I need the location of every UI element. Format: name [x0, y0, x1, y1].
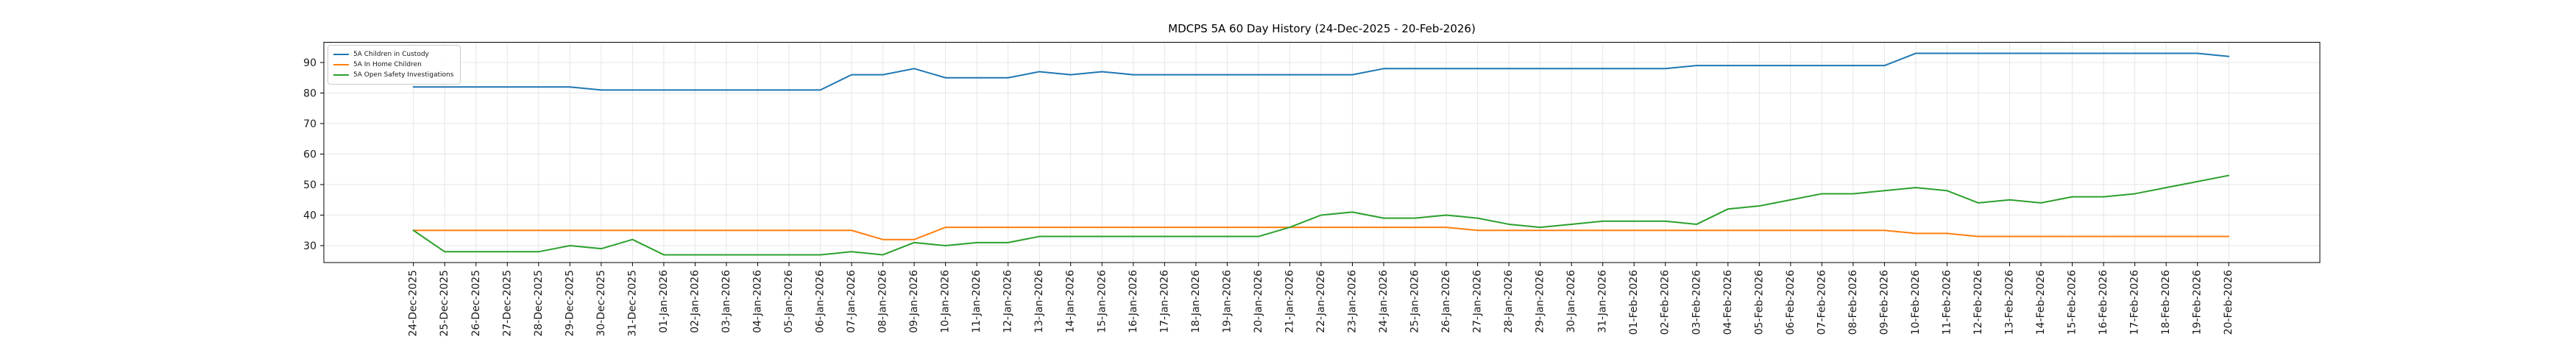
- x-tick-label: 20-Feb-2026: [2223, 270, 2234, 335]
- x-tick-label: 05-Jan-2026: [783, 270, 795, 333]
- x-tick-label: 09-Jan-2026: [908, 270, 920, 333]
- x-tick-label: 11-Feb-2026: [1941, 270, 1953, 335]
- x-tick-label: 02-Feb-2026: [1660, 270, 1671, 335]
- x-tick-label: 26-Dec-2025: [470, 270, 482, 337]
- x-tick-label: 16-Feb-2026: [2098, 270, 2109, 335]
- chart-title: MDCPS 5A 60 Day History (24-Dec-2025 - 2…: [1168, 22, 1476, 35]
- x-tick-label: 13-Feb-2026: [2004, 270, 2016, 335]
- x-tick-label: 20-Jan-2026: [1253, 270, 1264, 333]
- y-tick-label: 50: [303, 179, 316, 191]
- x-tick-label: 04-Jan-2026: [751, 270, 763, 333]
- x-tick-label: 06-Feb-2026: [1785, 270, 1797, 335]
- x-tick-label: 29-Jan-2026: [1535, 270, 1546, 333]
- x-tick-label: 10-Feb-2026: [1910, 270, 1922, 335]
- x-tick-label: 08-Feb-2026: [1847, 270, 1859, 335]
- x-tick-label: 14-Jan-2026: [1065, 270, 1077, 333]
- x-tick-label: 11-Jan-2026: [971, 270, 983, 333]
- x-tick-label: 07-Jan-2026: [846, 270, 857, 333]
- legend-line-swatch: [333, 74, 349, 76]
- series-line-5a-in-home-children: [412, 227, 2230, 240]
- y-tick-label: 60: [303, 149, 316, 161]
- y-tick-label: 90: [303, 57, 316, 69]
- x-tick-label: 26-Jan-2026: [1440, 270, 1452, 333]
- x-tick-label: 07-Feb-2026: [1816, 270, 1827, 335]
- x-tick-label: 22-Jan-2026: [1315, 270, 1327, 333]
- legend-item: 5A Children in Custody: [333, 49, 453, 60]
- x-tick-label: 04-Feb-2026: [1722, 270, 1734, 335]
- x-tick-label: 27-Dec-2025: [501, 270, 513, 337]
- x-tick-label: 01-Jan-2026: [658, 270, 670, 333]
- legend-label: 5A In Home Children: [353, 61, 422, 68]
- y-tick-label: 30: [303, 240, 316, 252]
- x-tick-label: 15-Feb-2026: [2067, 270, 2078, 335]
- y-tick-label: 40: [303, 210, 316, 222]
- x-tick-label: 05-Feb-2026: [1753, 270, 1765, 335]
- legend-label: 5A Children in Custody: [353, 51, 429, 58]
- x-tick-label: 19-Feb-2026: [2192, 270, 2204, 335]
- x-tick-label: 03-Jan-2026: [721, 270, 732, 333]
- legend-line-swatch: [333, 54, 349, 55]
- legend-label: 5A Open Safety Investigations: [353, 71, 454, 79]
- x-tick-label: 02-Jan-2026: [689, 270, 701, 333]
- series-line-5a-open-safety-investigations: [412, 174, 2230, 256]
- legend-line-swatch: [333, 64, 349, 65]
- x-tick-label: 30-Dec-2025: [595, 270, 607, 337]
- x-tick-label: 30-Jan-2026: [1565, 270, 1577, 333]
- x-tick-label: 27-Jan-2026: [1472, 270, 1484, 333]
- x-tick-label: 19-Jan-2026: [1221, 270, 1233, 333]
- x-tick-label: 12-Feb-2026: [1972, 270, 1984, 335]
- y-tick-label: 80: [303, 88, 316, 100]
- x-tick-label: 12-Jan-2026: [1002, 270, 1014, 333]
- x-tick-label: 21-Jan-2026: [1284, 270, 1295, 333]
- x-tick-label: 23-Jan-2026: [1346, 270, 1358, 333]
- x-tick-label: 18-Jan-2026: [1190, 270, 1202, 333]
- x-tick-label: 16-Jan-2026: [1128, 270, 1139, 333]
- x-tick-label: 17-Feb-2026: [2129, 270, 2141, 335]
- x-tick-label: 03-Feb-2026: [1691, 270, 1702, 335]
- x-tick-label: 09-Feb-2026: [1878, 270, 1890, 335]
- x-tick-label: 15-Jan-2026: [1096, 270, 1108, 333]
- x-tick-label: 25-Dec-2025: [439, 270, 450, 337]
- legend: 5A Children in Custody 5A In Home Childre…: [328, 45, 461, 85]
- x-tick-label: 06-Jan-2026: [815, 270, 827, 333]
- x-tick-label: 08-Jan-2026: [877, 270, 889, 333]
- x-tick-label: 17-Jan-2026: [1158, 270, 1170, 333]
- x-tick-label: 13-Jan-2026: [1033, 270, 1045, 333]
- x-tick-label: 28-Jan-2026: [1503, 270, 1515, 333]
- series-line-5a-children-in-custody: [412, 52, 2230, 91]
- x-tick-label: 10-Jan-2026: [940, 270, 952, 333]
- x-tick-label: 31-Dec-2025: [626, 270, 638, 337]
- x-tick-label: 14-Feb-2026: [2035, 270, 2047, 335]
- legend-item: 5A In Home Children: [333, 60, 453, 70]
- plot-frame: [323, 42, 2321, 263]
- x-tick-label: 28-Dec-2025: [533, 270, 545, 337]
- x-tick-label: 01-Feb-2026: [1628, 270, 1640, 335]
- x-tick-label: 18-Feb-2026: [2160, 270, 2172, 335]
- x-tick-label: 24-Jan-2026: [1378, 270, 1390, 333]
- x-tick-label: 25-Jan-2026: [1409, 270, 1421, 333]
- x-tick-label: 24-Dec-2025: [408, 270, 420, 337]
- x-tick-label: 29-Dec-2025: [564, 270, 576, 337]
- y-tick-label: 70: [303, 118, 316, 130]
- legend-item: 5A Open Safety Investigations: [333, 70, 453, 80]
- x-tick-label: 31-Jan-2026: [1597, 270, 1609, 333]
